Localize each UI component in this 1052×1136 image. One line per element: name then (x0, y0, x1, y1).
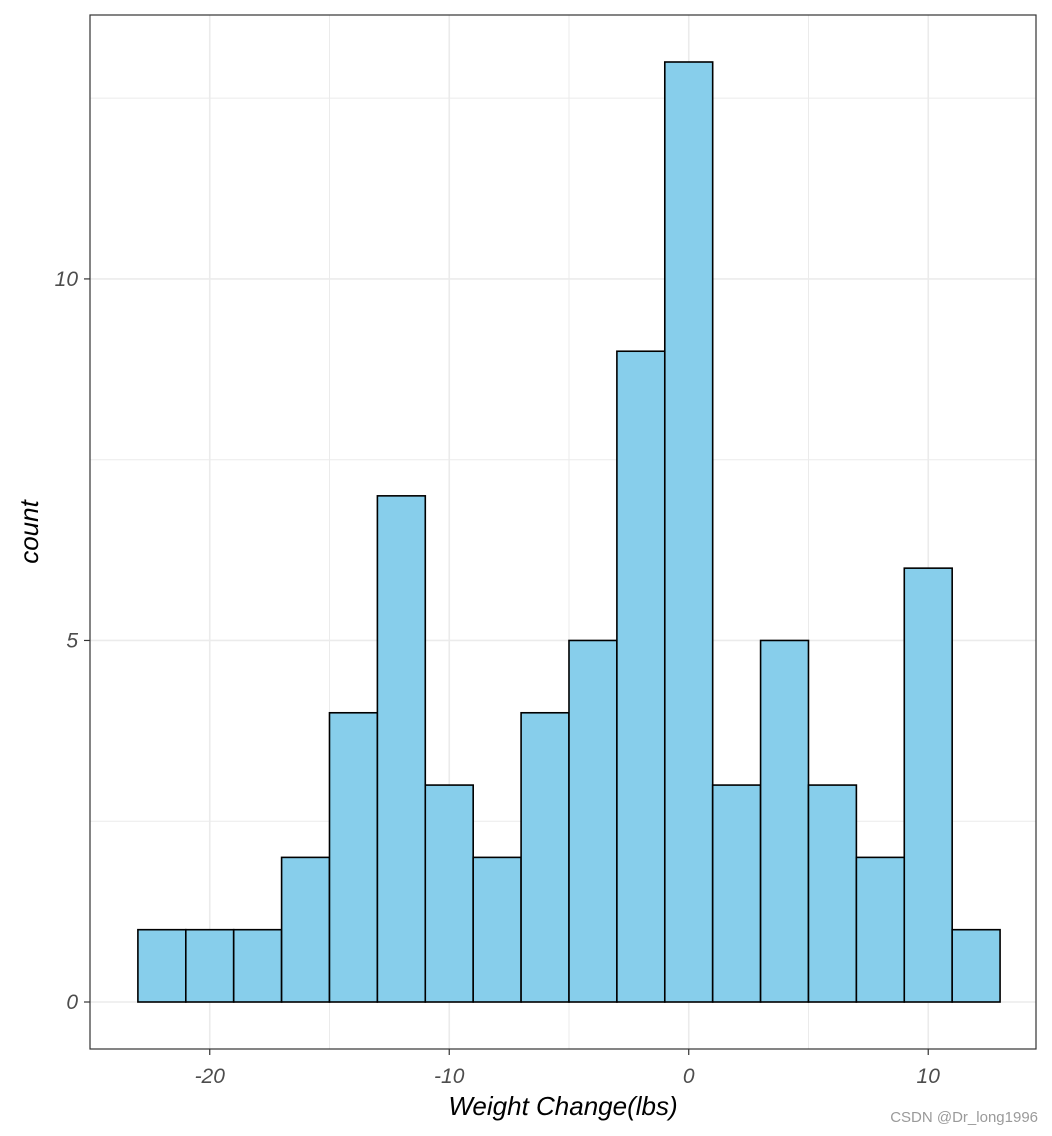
x-tick-label: -10 (434, 1065, 465, 1088)
histogram-bar (663, 61, 714, 1003)
histogram-bar (616, 350, 666, 1003)
y-tick-label: 5 (66, 629, 78, 652)
histogram-bar (328, 711, 379, 1003)
x-axis-ticks: -20 -10 0 10 (195, 1049, 941, 1088)
histogram-bar (711, 784, 762, 1003)
y-axis-title: count (14, 498, 44, 563)
histogram-bar (951, 928, 1001, 1003)
x-axis-title: Weight Change(lbs) (448, 1091, 677, 1121)
histogram-bar (232, 928, 283, 1003)
histogram-bar (903, 567, 953, 1003)
histogram-bar (520, 711, 570, 1003)
histogram-bar (807, 784, 858, 1003)
y-tick-label: 0 (66, 991, 78, 1014)
histogram-bar (759, 639, 810, 1003)
histogram-bar (280, 856, 331, 1003)
x-tick-label: 0 (683, 1065, 695, 1088)
histogram-bar (855, 856, 906, 1003)
y-tick-label: 10 (55, 268, 79, 291)
histogram-bar (137, 928, 187, 1003)
x-tick-label: -20 (195, 1065, 226, 1088)
histogram-bar (184, 928, 235, 1003)
x-tick-label: 10 (917, 1065, 941, 1088)
histogram-bars (137, 61, 1001, 1003)
histogram-bar (472, 856, 522, 1003)
histogram-bar (376, 495, 427, 1003)
y-axis-ticks: 0 5 10 (55, 268, 90, 1014)
histogram-bar (568, 639, 618, 1003)
watermark-text: CSDN @Dr_long1996 (890, 1109, 1038, 1126)
panel-border (89, 14, 1037, 1050)
histogram-bar (424, 784, 474, 1003)
